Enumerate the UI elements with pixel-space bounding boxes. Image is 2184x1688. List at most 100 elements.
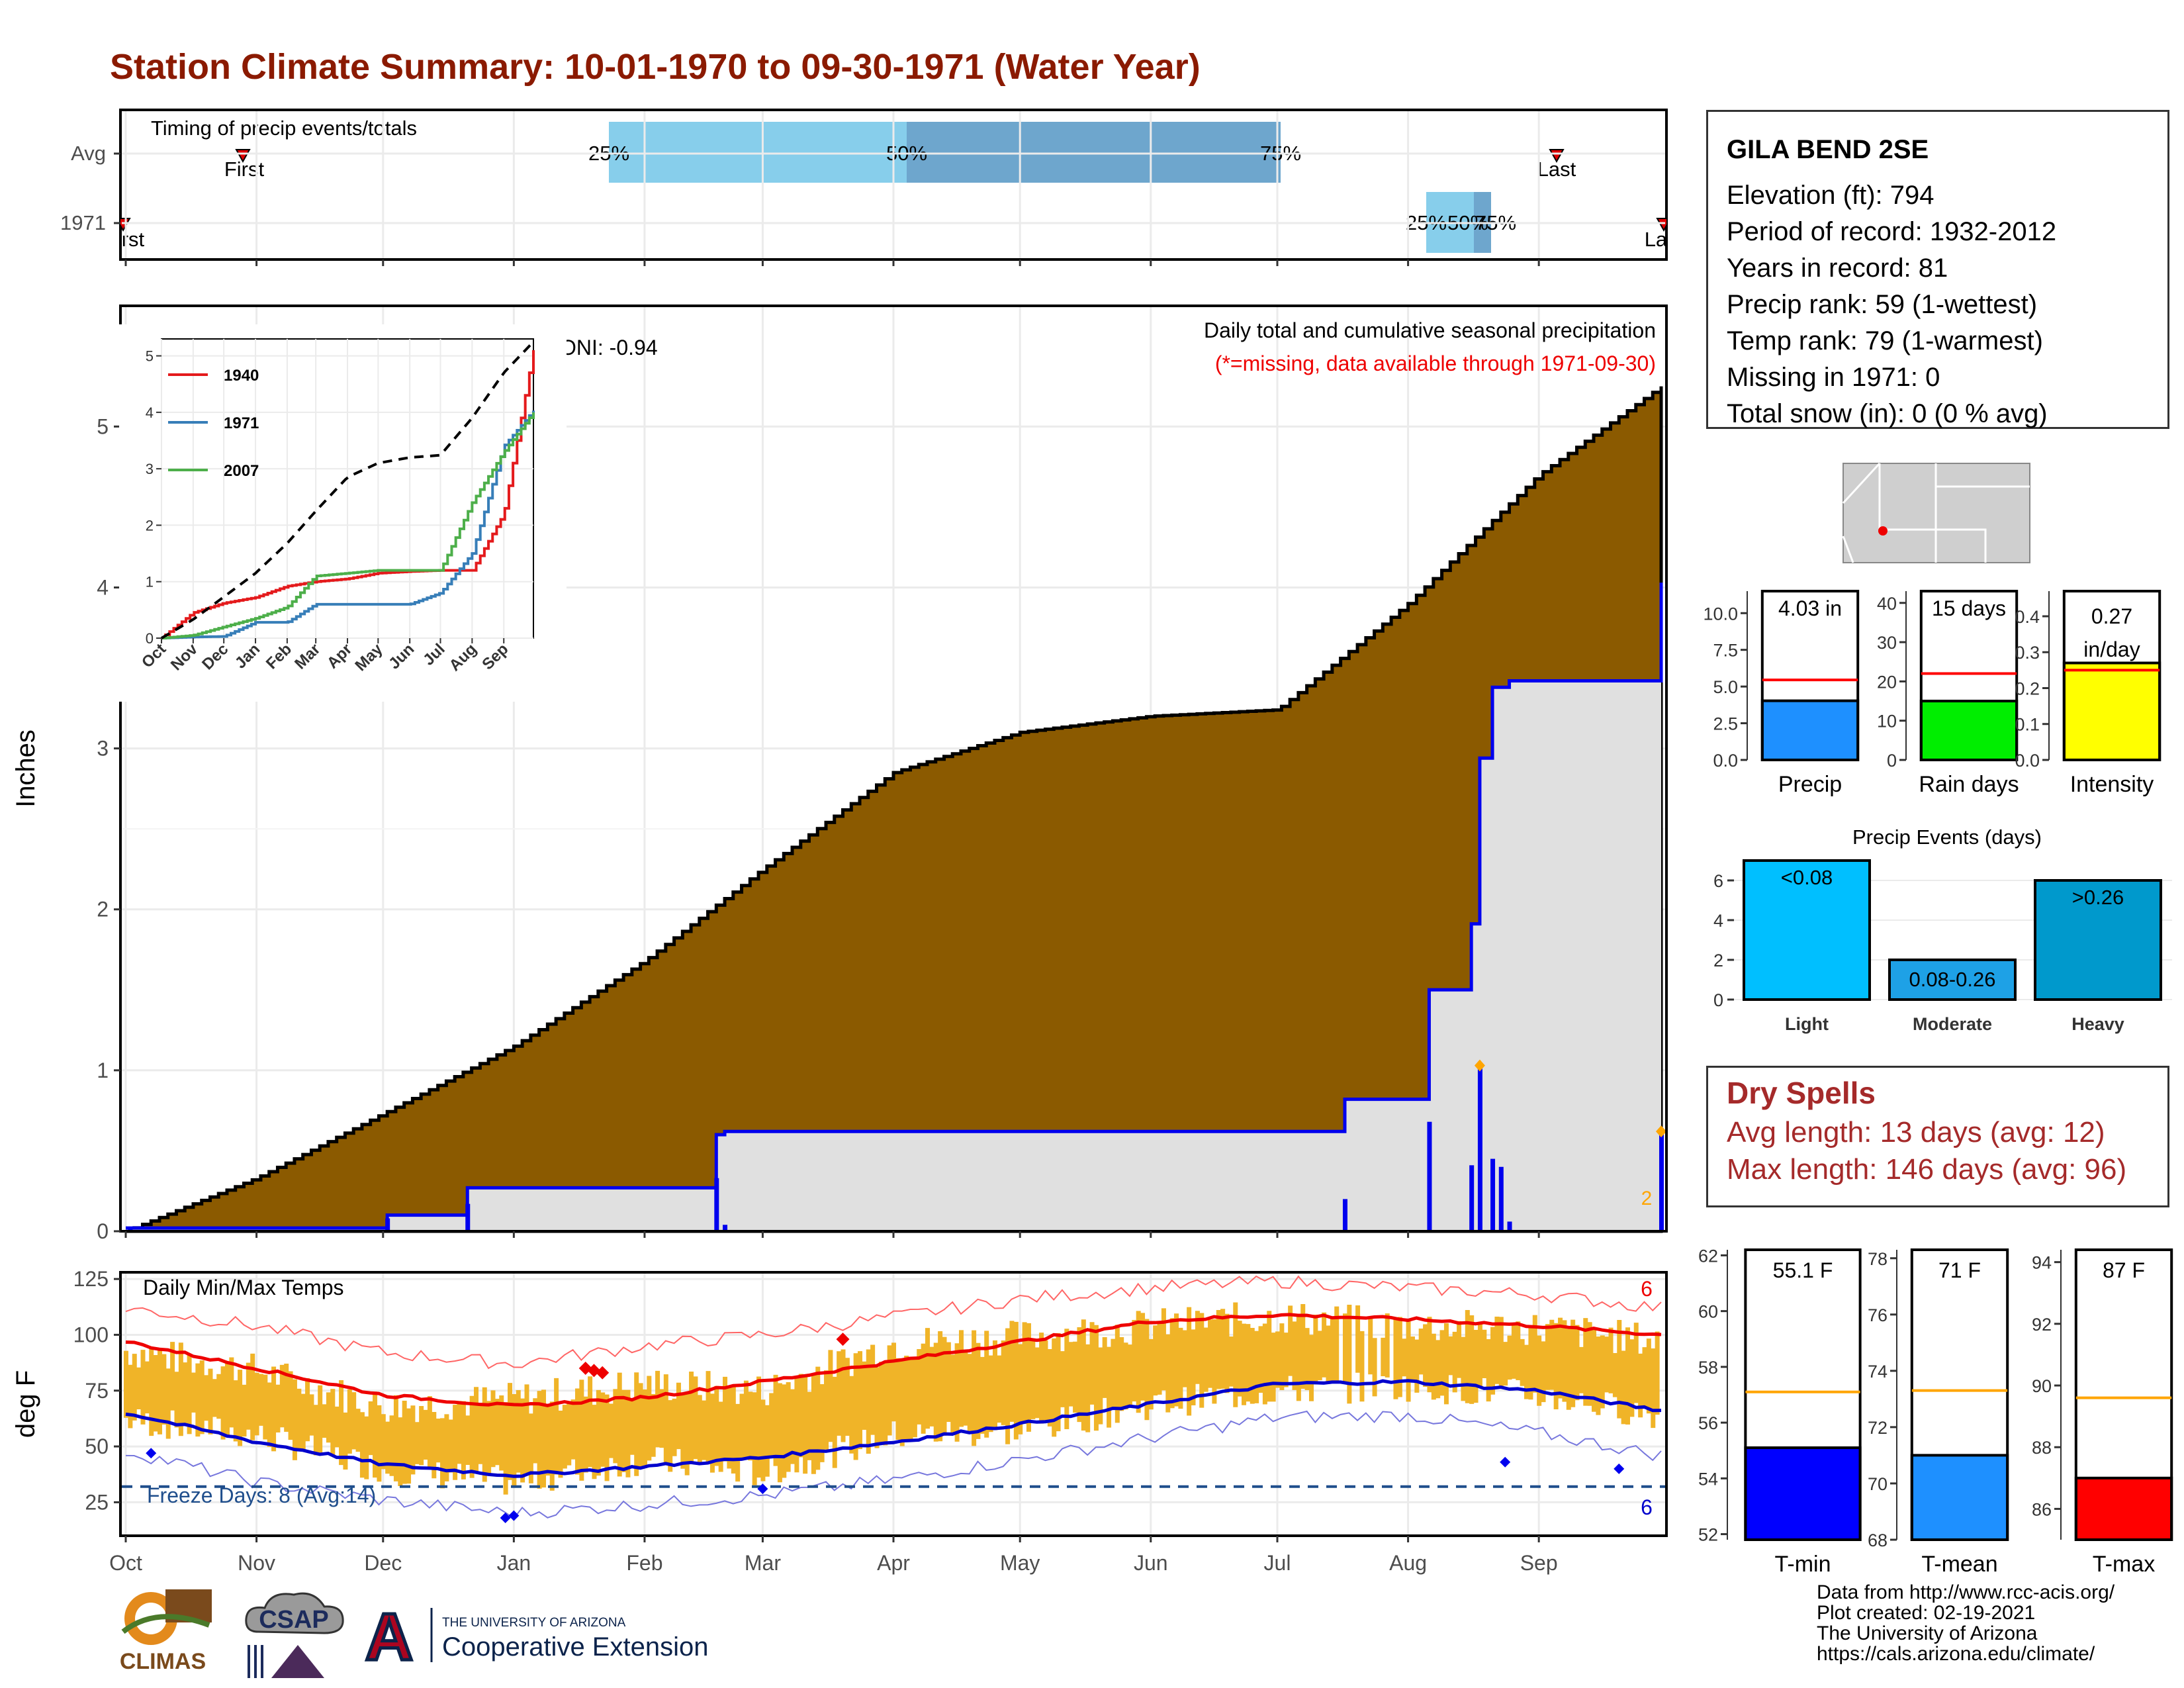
precip-subtitle: (*=missing, data available through 1971-… bbox=[1215, 352, 1656, 375]
y1971-last-label: Last bbox=[1645, 228, 1684, 251]
events-title: Precip Events (days) bbox=[1852, 825, 2042, 849]
station-location-marker bbox=[1878, 526, 1888, 536]
bar-y-tick-label: 62 bbox=[1698, 1246, 1718, 1266]
month-tick-label: May bbox=[1000, 1551, 1040, 1575]
bar-y-tick-label: 0.0 bbox=[1713, 751, 1738, 771]
page-title: Station Climate Summary: 10-01-1970 to 0… bbox=[110, 47, 1201, 87]
station-info-box: GILA BEND 2SE Elevation (ft): 794 Period… bbox=[1706, 110, 2169, 429]
precip-xlabel: Precip bbox=[1778, 772, 1842, 797]
events-y-tick-label: 0 bbox=[1713, 990, 1723, 1010]
month-tick-label: Oct bbox=[109, 1551, 142, 1575]
inset-line-2007 bbox=[161, 412, 535, 639]
precip-y-tick-label: 5 bbox=[97, 414, 109, 438]
summary-bar-t-max: 86 88 90 92 94 87 F T-max bbox=[2032, 1248, 2173, 1577]
daily-precip-bar bbox=[1477, 1065, 1482, 1231]
daily-precip-bar bbox=[465, 1203, 471, 1231]
record-low-marker bbox=[500, 1513, 511, 1524]
events-bar-light bbox=[1743, 859, 1871, 1001]
events-y-tick-label: 6 bbox=[1713, 871, 1723, 891]
bar-y-tick-label: 74 bbox=[1868, 1362, 1888, 1382]
bar-y-tick-label: 30 bbox=[1877, 633, 1897, 653]
tmean-xlabel: T-mean bbox=[1921, 1552, 1997, 1577]
events-bar-moderate bbox=[1888, 959, 2017, 1001]
max-precip-marker bbox=[1656, 1125, 1666, 1138]
month-tick-label: Jan bbox=[497, 1551, 531, 1575]
record-low-marker bbox=[508, 1510, 520, 1521]
avg-bar-25-50 bbox=[609, 122, 907, 183]
inset-line-1940 bbox=[161, 350, 535, 639]
daily-precip-bar bbox=[1342, 1199, 1347, 1231]
record-low-marker bbox=[1500, 1456, 1511, 1468]
bar-frame bbox=[1910, 1248, 2009, 1541]
ua-logo: A THE UNIVERSITY OF ARIZONA Cooperative … bbox=[361, 1599, 708, 1671]
climas-logo: CLIMAS bbox=[120, 1589, 212, 1674]
temp-title: Daily Min/Max Temps bbox=[143, 1276, 343, 1299]
ua-top-text: THE UNIVERSITY OF ARIZONA bbox=[442, 1616, 626, 1630]
location-map bbox=[1842, 462, 2030, 563]
bar-y-tick-label: 0.0 bbox=[2015, 751, 2040, 771]
events-category-label: Heavy bbox=[2071, 1014, 2124, 1034]
avg-first-label: First bbox=[224, 158, 265, 181]
bar-y-tick-label: 70 bbox=[1868, 1474, 1888, 1494]
inset-y-tick-label: 3 bbox=[146, 461, 154, 477]
inset-y-tick-label: 4 bbox=[146, 404, 154, 421]
daily-precip-bar bbox=[385, 1218, 390, 1231]
summary-bar-rain-days: 0 10 20 30 40 15 days Rain days bbox=[1877, 590, 2019, 797]
dry-spells-box: Dry Spells Avg length: 13 days (avg: 12)… bbox=[1706, 1066, 2169, 1207]
bar-y-tick-label: 58 bbox=[1698, 1358, 1718, 1378]
precip-title: Daily total and cumulative seasonal prec… bbox=[1204, 318, 1656, 342]
dry-spells-title: Dry Spells bbox=[1727, 1076, 1876, 1110]
credit-university: The University of Arizona bbox=[1817, 1622, 2038, 1644]
bar-y-tick-label: 78 bbox=[1868, 1249, 1888, 1269]
max-precip-marker bbox=[1474, 1059, 1485, 1072]
timing-row-avg: Avg bbox=[71, 142, 106, 165]
total-snow: Total snow (in): 0 (0 % avg) bbox=[1727, 399, 2048, 428]
record-low-marker bbox=[757, 1483, 768, 1495]
month-tick-label: Jul bbox=[1264, 1551, 1291, 1575]
intensity-value-label: 0.27 bbox=[2091, 604, 2132, 628]
month-tick-label: Feb bbox=[626, 1551, 662, 1575]
bar-y-tick-label: 60 bbox=[1698, 1302, 1718, 1322]
record-low-marker bbox=[146, 1448, 157, 1459]
avg-bar-50-75 bbox=[907, 122, 1281, 183]
temp-y-axis: 25 50 75 100 125 bbox=[73, 1267, 120, 1514]
period-of-record: Period of record: 1932-2012 bbox=[1727, 217, 2057, 246]
avg-cumulative-area bbox=[126, 386, 1663, 1233]
tmax-value-label: 87 F bbox=[2103, 1258, 2145, 1282]
credits: Data from http://www.rcc-acis.org/ Plot … bbox=[1817, 1582, 2115, 1664]
bar-y-tick-label: 54 bbox=[1698, 1469, 1718, 1489]
normal-max-line bbox=[125, 1313, 1662, 1407]
month-tick-label: Jun bbox=[1134, 1551, 1168, 1575]
temp-y-tick-label: 50 bbox=[85, 1434, 109, 1458]
bar-fill bbox=[1919, 700, 2019, 761]
bar-fill bbox=[1760, 699, 1860, 762]
bar-y-tick-label: 10.0 bbox=[1703, 604, 1738, 624]
bar-frame bbox=[2074, 1248, 2173, 1541]
daily-precip-bar bbox=[714, 1178, 719, 1231]
bar-y-tick-label: 86 bbox=[2032, 1499, 2052, 1519]
bar-y-tick-label: 0.2 bbox=[2015, 679, 2040, 698]
summary-bar-t-mean: 68 70 72 74 76 78 71 F T-mean bbox=[1868, 1248, 2009, 1577]
dry-avg-length: Avg length: 13 days (avg: 12) bbox=[1727, 1116, 2105, 1149]
hi-record-count: 6 bbox=[1641, 1277, 1653, 1301]
month-tick-label: Mar bbox=[745, 1551, 781, 1575]
record-high-marker bbox=[596, 1366, 610, 1380]
precip-rank: Precip rank: 59 (1-wettest) bbox=[1727, 290, 2038, 319]
temp-rank: Temp rank: 79 (1-warmest) bbox=[1727, 326, 2043, 355]
bar-y-tick-label: 0.1 bbox=[2015, 715, 2040, 735]
tmin-value-label: 55.1 F bbox=[1773, 1258, 1833, 1282]
daily-precip-bar bbox=[1659, 1131, 1664, 1231]
inset-line-1971 bbox=[161, 410, 535, 639]
inset-y-tick-label: 2 bbox=[146, 517, 154, 534]
summary-bar-t-min: 52 54 56 58 60 62 55.1 F T-min bbox=[1698, 1246, 1862, 1577]
bar-y-tick-label: 92 bbox=[2032, 1315, 2052, 1335]
precip-y-axis: 0 1 2 3 4 5 bbox=[97, 414, 120, 1243]
inset-y-tick-label: 0 bbox=[146, 630, 154, 647]
events-bar-label: 0.08-0.26 bbox=[1909, 968, 1996, 991]
inset-y-tick-label: 1 bbox=[146, 574, 154, 590]
year-cumulative-line bbox=[126, 583, 1663, 1230]
bar-y-tick-label: 52 bbox=[1698, 1525, 1718, 1545]
bar-y-tick-label: 90 bbox=[2032, 1376, 2052, 1396]
inset-legend-label: 1971 bbox=[224, 414, 259, 432]
bar-y-tick-label: 10 bbox=[1877, 712, 1897, 731]
